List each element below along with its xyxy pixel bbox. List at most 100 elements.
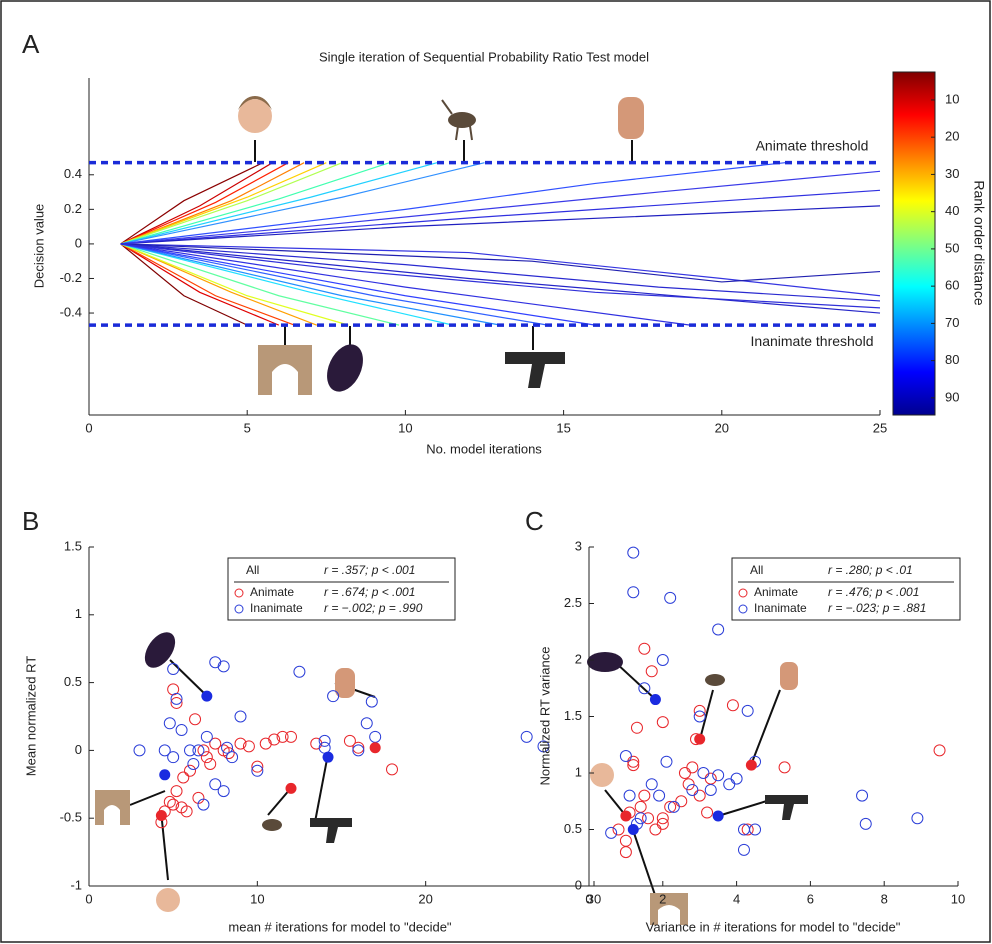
- y-tick-label: 0.5: [64, 674, 82, 689]
- point: [226, 751, 239, 764]
- line: [120, 243, 881, 309]
- point: [197, 744, 210, 757]
- highlight-point: [745, 759, 757, 771]
- highlight-point: [285, 782, 297, 794]
- point: [704, 772, 717, 785]
- legend: All r = .280; p < .01 Animate r = .476; p <…: [731, 557, 961, 621]
- y-tick-label: 3: [575, 538, 582, 553]
- legend-marker: [738, 604, 748, 614]
- point: [638, 682, 651, 695]
- line: [120, 205, 881, 245]
- highlight-point: [620, 810, 632, 822]
- point: [856, 789, 869, 802]
- point: [911, 812, 924, 825]
- point: [158, 744, 171, 757]
- point: [627, 546, 640, 559]
- y-tick-label: 0.2: [64, 201, 82, 216]
- point: [605, 826, 618, 839]
- x-tick-label: 0: [85, 891, 92, 906]
- point: [170, 692, 183, 705]
- x-tick-label: 10: [951, 891, 965, 906]
- point: [251, 764, 264, 777]
- line: [120, 162, 438, 245]
- colorbar-tick-label: 10: [945, 91, 959, 106]
- y-tick-label: -0.4: [60, 304, 82, 319]
- line: [120, 162, 264, 245]
- point: [318, 741, 331, 754]
- point: [343, 734, 356, 747]
- point: [627, 759, 640, 772]
- y-tick-label: 0: [75, 235, 82, 250]
- point: [386, 763, 398, 776]
- legend-stats: r = .280; p < .01: [828, 563, 913, 577]
- point: [293, 665, 306, 678]
- point: [653, 789, 666, 802]
- point: [933, 744, 946, 757]
- legend-box: [227, 557, 456, 621]
- point: [187, 757, 200, 770]
- y-tick-label: -1: [70, 877, 82, 892]
- x-axis-label: mean # iterations for model to "decide": [228, 919, 452, 934]
- point: [675, 795, 688, 808]
- legend-marker: [234, 588, 244, 598]
- x-tick-label: 15: [556, 420, 570, 435]
- point: [686, 783, 699, 796]
- icon-ear: [618, 97, 644, 139]
- point: [619, 834, 632, 847]
- line: [120, 243, 548, 326]
- point: [623, 789, 636, 802]
- colorbar-tick-label: 20: [945, 129, 959, 144]
- point: [352, 744, 365, 757]
- colorbar-tick-label: 70: [945, 315, 959, 330]
- x-axis-label: No. model iterations: [426, 441, 542, 456]
- x-tick-label: 25: [873, 420, 887, 435]
- y-tick-label: 0.5: [564, 821, 582, 836]
- highlight-point: [155, 809, 167, 821]
- threshold-label: Inanimate threshold: [751, 333, 874, 349]
- line: [120, 243, 453, 326]
- point: [180, 805, 193, 818]
- point: [693, 710, 706, 723]
- point: [167, 798, 180, 811]
- x-tick-label: 6: [807, 891, 814, 906]
- point: [222, 747, 235, 760]
- colorbar-tick-label: 30: [945, 166, 959, 181]
- point: [693, 704, 706, 717]
- x-tick-label: 4: [733, 891, 740, 906]
- line: [120, 243, 400, 326]
- point: [200, 751, 213, 764]
- point: [660, 755, 673, 768]
- point: [177, 771, 190, 784]
- icon-arch: [258, 345, 312, 395]
- point: [327, 690, 340, 703]
- line: [120, 243, 295, 326]
- point: [217, 785, 230, 798]
- point: [204, 757, 217, 770]
- y-tick-label: 0.4: [64, 166, 82, 181]
- legend-stats: r = .476; p < .001: [828, 585, 919, 599]
- y-axis-label: Normalized RT variance: [537, 647, 552, 786]
- point: [268, 733, 281, 746]
- legend: All r = .357; p < .001 Animate r = .674; p …: [227, 557, 456, 621]
- line: [120, 162, 273, 245]
- point: [365, 695, 378, 708]
- legend-stats: r = .674; p < .001: [324, 585, 415, 599]
- panel-letter: A: [22, 29, 40, 59]
- point: [656, 817, 669, 830]
- x-tick-label: 10: [250, 891, 264, 906]
- point: [649, 823, 662, 836]
- legend-label: Inanimate: [250, 601, 303, 615]
- icon-face: [238, 99, 272, 133]
- line: [120, 243, 691, 326]
- y-axis-label: Mean normalized RT: [23, 656, 38, 776]
- highlight-point: [322, 751, 334, 763]
- point: [234, 710, 247, 723]
- point: [537, 740, 550, 753]
- point: [730, 772, 743, 785]
- line: [120, 162, 289, 245]
- point: [630, 721, 643, 734]
- x-tick-label: 0: [85, 420, 92, 435]
- point: [656, 654, 669, 666]
- legend-label: Inanimate: [754, 601, 807, 615]
